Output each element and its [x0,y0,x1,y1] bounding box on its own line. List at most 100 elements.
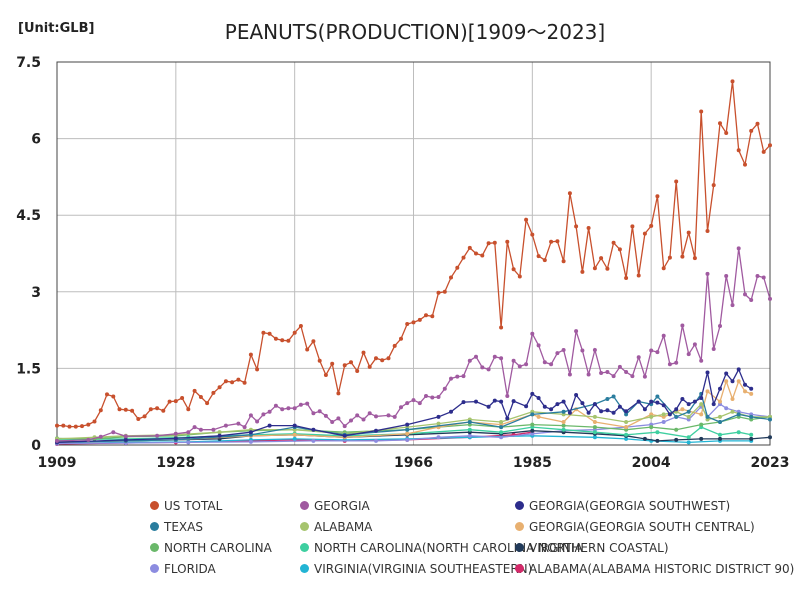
data-point [674,407,679,412]
data-point [461,374,466,379]
data-point [405,401,410,406]
legend-label: GEORGIA(GEORGIA SOUTH CENTRAL) [529,520,755,534]
legend-item: FLORIDA [150,562,216,576]
data-point [755,274,760,278]
data-point [474,399,478,404]
data-point [480,365,485,370]
data-point [711,183,716,188]
legend-item: VIRGINIA [515,541,583,555]
data-point [655,438,660,443]
series-georgia [55,246,772,443]
x-tick-label: 1966 [394,455,433,471]
data-point [192,388,197,393]
data-point [499,356,504,361]
data-point [223,379,228,384]
data-point [499,399,504,404]
legend-label: GEORGIA [314,499,370,513]
data-point [736,367,741,372]
data-point [730,303,735,308]
data-point [342,424,347,429]
data-point [305,401,310,406]
data-point [536,414,541,419]
data-point [492,240,497,245]
data-point [505,416,510,421]
data-point [524,404,529,409]
data-point [530,422,535,427]
data-point [749,436,754,441]
data-point [292,423,297,428]
data-point [724,274,729,278]
data-point [574,224,579,229]
legend-label: VIRGINIA [529,541,583,555]
data-point [374,428,378,433]
data-point [186,440,191,445]
data-point [349,418,353,423]
data-point [699,396,704,400]
data-point [286,338,291,343]
data-point [586,226,591,230]
data-point [267,423,272,428]
data-point [730,379,735,384]
data-point [661,412,666,417]
data-point [142,414,147,419]
legend-item: GEORGIA [300,499,370,513]
data-point [511,358,516,363]
data-point [267,331,272,336]
data-point [674,414,679,419]
data-point [399,405,403,410]
data-point [417,401,422,406]
data-point [386,356,391,361]
data-point [55,438,59,443]
data-point [467,433,472,438]
data-point [455,265,460,270]
data-point [311,427,316,432]
data-point [624,436,629,441]
data-point [323,373,328,377]
data-point [499,435,504,440]
data-point [374,438,378,443]
data-point [561,409,566,414]
data-point [211,390,216,395]
data-point [730,409,735,414]
x-tick-label: 1947 [275,455,314,471]
data-point [630,374,635,379]
legend-label: GEORGIA(GEORGIA SOUTHWEST) [529,499,731,513]
data-point [374,414,378,419]
data-point [330,361,335,366]
data-point [292,436,297,441]
data-point [111,430,116,435]
legend-item: NORTH CAROLINA(NORTH CAROLINA NORTHERN C… [300,541,669,555]
data-point [367,364,372,369]
data-point [599,371,604,375]
data-point [699,412,704,417]
data-point [211,427,216,432]
data-point [317,409,322,414]
data-point [524,362,529,367]
data-point [536,396,541,400]
data-point [661,403,666,408]
data-point [342,363,347,368]
data-point [123,407,128,412]
data-point [305,347,310,352]
data-point [336,391,341,396]
data-point [592,266,597,271]
data-point [736,430,741,435]
data-point [317,358,322,363]
data-point [549,407,554,412]
data-point [749,414,754,419]
data-point [617,247,622,252]
data-point [311,411,316,416]
y-tick-label: 6 [31,132,41,148]
legend-label: TEXAS [164,520,203,534]
data-point [667,412,672,417]
data-point [530,431,535,436]
data-point [430,314,435,319]
data-point [755,121,760,126]
chart-title: PEANUTS(PRODUCTION)[1909～2023] [224,20,606,44]
data-point [517,364,522,369]
data-point [530,331,535,336]
data-point [436,395,441,399]
data-point [461,400,466,405]
data-point [611,240,616,245]
data-point [217,385,222,390]
